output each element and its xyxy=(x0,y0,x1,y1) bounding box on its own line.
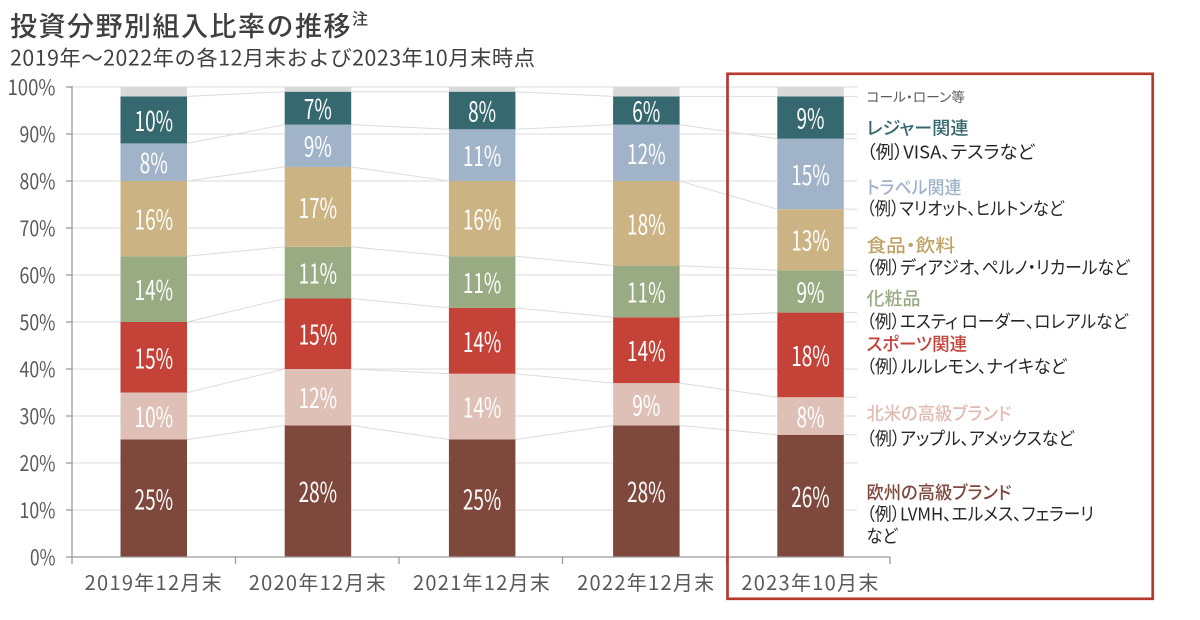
svg-text:欧州の高級ブランド: 欧州の高級ブランド xyxy=(867,479,1012,505)
svg-text:80%: 80% xyxy=(20,166,56,196)
svg-text:など: など xyxy=(867,523,899,549)
svg-text:9%: 9% xyxy=(632,384,660,423)
svg-text:2021年12月末: 2021年12月末 xyxy=(413,567,551,596)
svg-text:11%: 11% xyxy=(463,262,502,301)
svg-text:11%: 11% xyxy=(299,253,338,292)
svg-text:14%: 14% xyxy=(627,330,666,369)
svg-text:8%: 8% xyxy=(797,396,825,435)
svg-text:30%: 30% xyxy=(20,401,56,431)
svg-text:14%: 14% xyxy=(463,387,502,426)
svg-text:（例）アップル、アメックスなど: （例）アップル、アメックスなど xyxy=(867,425,1076,451)
svg-text:スポーツ関連: スポーツ関連 xyxy=(867,331,968,357)
svg-text:投資分野別組入比率の推移注: 投資分野別組入比率の推移注 xyxy=(10,5,370,44)
svg-text:2019年12月末: 2019年12月末 xyxy=(85,567,223,596)
svg-text:13%: 13% xyxy=(791,220,830,259)
svg-text:0%: 0% xyxy=(30,542,56,572)
svg-text:8%: 8% xyxy=(140,142,168,181)
svg-text:9%: 9% xyxy=(304,126,332,165)
svg-text:9%: 9% xyxy=(797,271,825,310)
svg-text:6%: 6% xyxy=(632,91,660,130)
svg-text:14%: 14% xyxy=(135,269,174,308)
svg-text:50%: 50% xyxy=(20,307,56,337)
svg-text:2020年12月末: 2020年12月末 xyxy=(249,567,387,596)
svg-text:レジャー関連: レジャー関連 xyxy=(867,115,969,141)
svg-text:17%: 17% xyxy=(299,187,338,226)
svg-text:（例）マリオット、ヒルトンなど: （例）マリオット、ヒルトンなど xyxy=(867,195,1065,221)
svg-text:28%: 28% xyxy=(299,471,338,510)
svg-text:トラベル関連: トラベル関連 xyxy=(867,174,962,200)
svg-text:90%: 90% xyxy=(20,119,56,149)
svg-text:20%: 20% xyxy=(20,448,56,478)
svg-text:70%: 70% xyxy=(20,213,56,243)
svg-text:2022年12月末: 2022年12月末 xyxy=(577,567,715,596)
svg-text:12%: 12% xyxy=(627,133,666,172)
svg-text:25%: 25% xyxy=(135,478,174,517)
svg-text:9%: 9% xyxy=(797,98,825,137)
svg-text:（例）LVMH、エルメス、フェラーリ: （例）LVMH、エルメス、フェラーリ xyxy=(867,501,1095,527)
svg-text:（例）ディアジオ、ペルノ・リカールなど: （例）ディアジオ、ペルノ・リカールなど xyxy=(867,254,1131,280)
svg-text:食品・飲料: 食品・飲料 xyxy=(867,232,956,258)
svg-text:2023年10月末: 2023年10月末 xyxy=(741,567,879,596)
svg-text:28%: 28% xyxy=(627,471,666,510)
svg-text:16%: 16% xyxy=(135,199,174,238)
svg-text:25%: 25% xyxy=(463,478,502,517)
svg-text:（例）VISA、テスラなど: （例）VISA、テスラなど xyxy=(867,139,1036,165)
svg-text:10%: 10% xyxy=(135,396,174,435)
svg-text:15%: 15% xyxy=(791,154,830,193)
svg-text:60%: 60% xyxy=(20,260,56,290)
svg-text:11%: 11% xyxy=(463,135,502,174)
svg-text:（例）エスティ ローダー、ロレアルなど: （例）エスティ ローダー、ロレアルなど xyxy=(867,308,1130,334)
svg-text:12%: 12% xyxy=(299,377,338,416)
svg-text:15%: 15% xyxy=(135,337,174,376)
svg-text:10%: 10% xyxy=(20,495,56,525)
svg-text:8%: 8% xyxy=(468,91,496,130)
svg-text:7%: 7% xyxy=(304,88,332,127)
svg-text:26%: 26% xyxy=(791,476,830,515)
svg-text:化粧品: 化粧品 xyxy=(867,285,921,311)
svg-text:（例）ルルレモン、ナイキなど: （例）ルルレモン、ナイキなど xyxy=(867,353,1068,379)
svg-text:11%: 11% xyxy=(627,271,666,310)
svg-text:14%: 14% xyxy=(463,321,502,360)
svg-text:コール・ローン等: コール・ローン等 xyxy=(867,86,966,106)
svg-text:16%: 16% xyxy=(463,199,502,238)
svg-text:15%: 15% xyxy=(299,314,338,353)
svg-text:2019年～2022年の各12月末および2023年10月末時: 2019年～2022年の各12月末および2023年10月末時点 xyxy=(10,42,536,73)
svg-text:北米の高級ブランド: 北米の高級ブランド xyxy=(867,400,1012,426)
svg-text:18%: 18% xyxy=(627,203,666,242)
svg-text:10%: 10% xyxy=(135,100,174,139)
svg-text:40%: 40% xyxy=(20,354,56,384)
svg-text:100%: 100% xyxy=(8,72,56,102)
svg-text:18%: 18% xyxy=(791,335,830,374)
